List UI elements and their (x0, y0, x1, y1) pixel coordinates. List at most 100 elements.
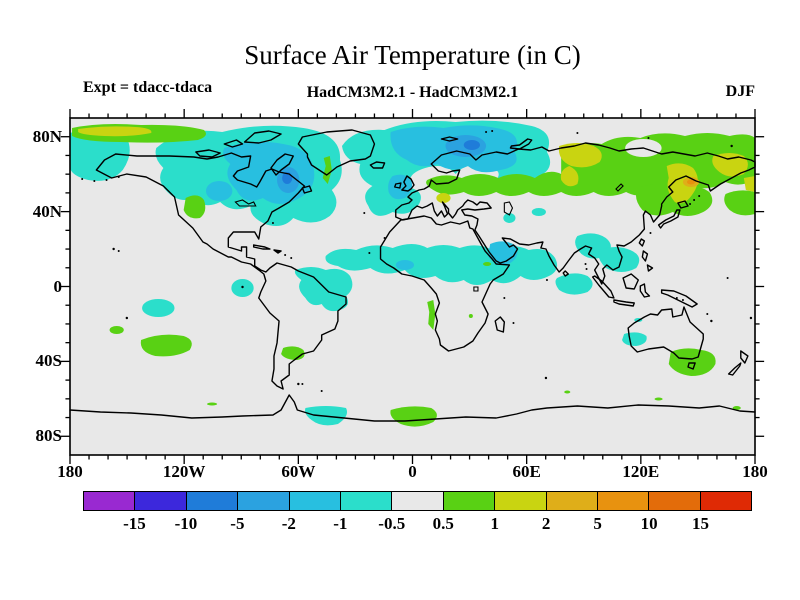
island-new-guinea (662, 290, 698, 307)
colorbar-tick-label: -15 (123, 514, 146, 533)
island-dot (363, 212, 366, 214)
lake-baikal (616, 184, 623, 191)
coast-eurasia (396, 143, 755, 284)
island-hokkaido (678, 201, 688, 208)
anomaly-patch (560, 166, 579, 187)
island-dot (584, 263, 587, 265)
lat-tick-label: 40N (32, 201, 62, 221)
colorbar-segment (135, 492, 187, 510)
anomaly-patch (558, 143, 602, 168)
colorbar (83, 491, 752, 511)
island-dot (544, 376, 548, 380)
colorbar-segment (84, 492, 136, 510)
island-dot (698, 195, 701, 197)
colorbar-segment (443, 492, 496, 510)
coast-antarctica (70, 395, 755, 421)
island-madagascar (495, 317, 504, 332)
colorbar-tick-label: -10 (174, 514, 198, 533)
island-dot (710, 319, 713, 323)
colorbar-segment (495, 492, 547, 510)
island-dot (125, 316, 129, 320)
island-victoria (196, 150, 220, 157)
lon-tick-label: 0 (408, 462, 417, 481)
lat-tick-label: 80S (35, 426, 62, 446)
island-luzon (642, 251, 647, 261)
anomaly-patch (743, 176, 755, 192)
island-dot (749, 316, 753, 320)
colorbar-tick-label: -0.5 (378, 514, 406, 533)
colorbar-tick-label: -2 (281, 514, 296, 533)
lake-victoria (474, 287, 478, 291)
anomaly-patch (109, 326, 124, 334)
colorbar-tick-label: 1 (490, 514, 499, 533)
colorbar-segment (340, 492, 393, 510)
colorbar-tick-label: 10 (640, 514, 658, 533)
experiment-label: Expt = tdacc-tdaca (83, 79, 213, 96)
lat-tick-label: 0 (53, 276, 63, 296)
colorbar-segment (238, 492, 290, 510)
island-sulawesi (640, 284, 649, 297)
lon-tick-label: 180 (742, 462, 768, 481)
island-dot (368, 252, 371, 254)
island-dot (512, 322, 515, 324)
island-dot (675, 297, 678, 299)
lon-tick-label: 60W (281, 462, 316, 481)
island-dot (290, 257, 293, 259)
anomaly-patch (70, 129, 130, 181)
island-banks (224, 140, 242, 147)
comparison-label: HadCM3M2.1 - HadCM3M2.1 (306, 84, 519, 101)
island-dot (383, 237, 386, 239)
map-plot (60, 109, 765, 464)
anomaly-patch (436, 193, 451, 203)
island-hispaniola (274, 250, 281, 253)
anomaly-patch (732, 406, 741, 410)
island-dot (485, 131, 488, 133)
island-dot (503, 297, 506, 299)
anomaly-patch (483, 262, 492, 266)
anomaly-patch (468, 314, 473, 318)
island-nz-south (729, 363, 741, 375)
island-dot (730, 144, 733, 148)
island-dot (277, 251, 280, 253)
island-dot (117, 176, 120, 178)
colorbar-segment (289, 492, 341, 510)
lake-great-lakes (235, 200, 255, 206)
coast-greenland (298, 130, 374, 175)
island-novaya-zemlya (510, 139, 531, 149)
anomaly-patch (183, 195, 206, 219)
colorbar-segment (392, 492, 444, 510)
lake-caspian (504, 202, 512, 215)
anomaly-patch (555, 273, 593, 295)
island-nz-north (741, 351, 748, 363)
lat-tick-label: 80N (32, 126, 62, 146)
island-honshu (659, 210, 680, 228)
island-dot (689, 203, 692, 205)
anomaly-patch (463, 140, 480, 150)
island-dot (491, 130, 494, 132)
colorbar-tick-label: 5 (593, 514, 602, 533)
island-dot (576, 132, 579, 134)
island-dot (112, 247, 115, 251)
lon-tick-label: 120E (622, 462, 660, 481)
world-map-svg (60, 109, 765, 464)
anomaly-patch (78, 126, 152, 137)
anomaly-patch (205, 181, 233, 201)
anomaly-patch (503, 213, 516, 223)
anomaly-patch (140, 334, 192, 357)
anomaly-patch (712, 153, 748, 177)
anomaly-patch (666, 163, 698, 204)
island-tasmania (688, 363, 695, 369)
colorbar-tick-label: 2 (541, 514, 551, 533)
island-dot (649, 232, 652, 234)
island-dot (320, 390, 323, 392)
island-dot (284, 254, 287, 256)
island-dot (301, 383, 304, 385)
axis-ticks (60, 109, 765, 464)
colorbar-segment (700, 492, 752, 510)
anomaly-patch (724, 190, 755, 216)
anomaly-patch (622, 332, 647, 346)
colorbar-segment (186, 492, 239, 510)
island-taiwan (639, 239, 644, 246)
lon-tick-label: 60E (512, 462, 541, 481)
island-dot (297, 382, 300, 386)
